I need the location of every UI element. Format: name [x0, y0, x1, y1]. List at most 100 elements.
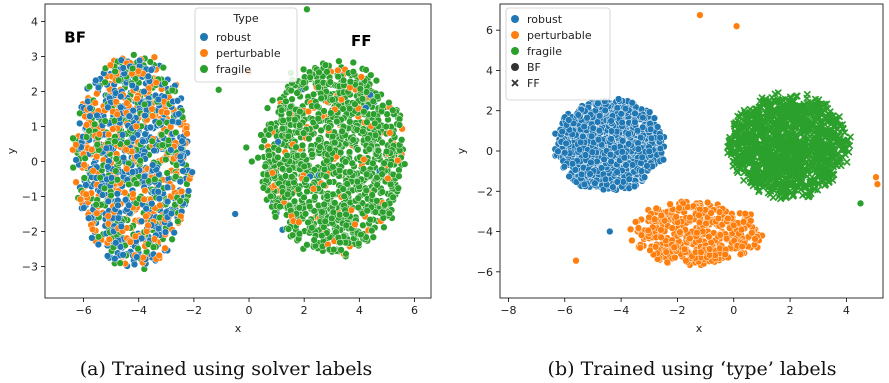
data-point-fragile [342, 221, 350, 229]
legend-marker-robust [200, 33, 208, 41]
legend-marker-perturbable [200, 49, 208, 57]
data-point-fragile [378, 138, 386, 147]
data-point-fragile [295, 204, 303, 212]
data-point-perturbable [106, 61, 115, 69]
data-point-robust [88, 234, 96, 242]
data-point-fragile [338, 127, 346, 135]
y-tick-label: 0 [486, 145, 493, 158]
x-tick-label: −8 [500, 304, 516, 317]
data-point-perturbable [129, 190, 137, 198]
data-point-fragile [335, 166, 344, 175]
data-point-fragile [162, 155, 170, 164]
data-point-fragile [349, 68, 357, 76]
data-point-fragile [363, 118, 371, 126]
data-point-fragile [364, 135, 372, 143]
legend-marker-fragile [200, 65, 208, 73]
data-point-fragile [372, 76, 381, 85]
data-point-robust [117, 103, 125, 111]
data-point-fragile [176, 197, 184, 205]
data-point-robust [163, 197, 172, 206]
data-point-fragile [356, 85, 364, 93]
data-point-fragile [358, 95, 367, 103]
data-point-fragile [148, 137, 156, 145]
data-point-fragile [346, 118, 354, 126]
data-point-perturbable [183, 130, 191, 138]
data-point-perturbable [72, 178, 80, 186]
data-point-fragile [300, 129, 308, 137]
data-point-fragile [349, 58, 357, 67]
data-point-fragile [298, 141, 307, 150]
x-tick-label: 2 [301, 304, 308, 317]
data-point-fragile [215, 86, 223, 94]
y-tick-label: 1 [31, 121, 38, 134]
x-tick-label: 4 [843, 304, 850, 317]
data-point-fragile [398, 136, 406, 144]
data-point-fragile [385, 99, 393, 107]
data-point-fragile [386, 161, 395, 169]
data-point-fragile [111, 137, 119, 146]
data-point-fragile [268, 96, 277, 105]
data-point-robust [112, 239, 120, 247]
data-point-fragile [296, 107, 304, 116]
y-tick-label: 6 [486, 24, 493, 37]
data-point-robust [167, 209, 176, 218]
data-point-robust [168, 117, 177, 126]
data-point-perturbable [628, 236, 636, 245]
data-point-fragile [242, 143, 250, 152]
data-point-robust [119, 64, 127, 72]
data-point-perturbable [89, 167, 97, 175]
data-point-robust [98, 191, 107, 199]
data-point-fragile [325, 178, 334, 186]
data-point-fragile [292, 143, 300, 151]
data-point-fragile [80, 174, 88, 182]
data-point-perturbable [105, 235, 113, 244]
data-point-perturbable [104, 212, 112, 220]
data-point-fragile [284, 225, 293, 233]
data-point-robust [129, 134, 137, 142]
caption-a: (a) Trained using solver labels [80, 358, 373, 380]
data-point-fragile [158, 141, 166, 149]
data-point-robust [173, 97, 182, 105]
data-point-robust [119, 251, 127, 259]
data-point-robust [82, 181, 90, 189]
data-point-fragile [149, 243, 158, 251]
data-point-robust [154, 188, 162, 196]
data-point-robust [184, 187, 193, 195]
data-point-fragile [260, 136, 268, 145]
data-point-fragile [328, 96, 336, 104]
data-point-fragile [330, 245, 338, 254]
data-point-robust [117, 92, 125, 101]
data-point-fragile [317, 126, 325, 135]
data-point-fragile [336, 148, 345, 157]
annotation-ff: FF [351, 32, 372, 50]
legend-label-fragile: fragile [216, 63, 251, 76]
data-point-perturbable [309, 185, 318, 193]
data-point-fragile [172, 173, 180, 181]
data-point-fragile [334, 72, 342, 81]
data-point-perturbable [123, 99, 131, 107]
data-point-robust [117, 56, 125, 64]
data-point-fragile [296, 121, 304, 129]
data-point-robust [274, 138, 282, 146]
data-point-fragile [323, 68, 331, 76]
data-point-robust [86, 104, 94, 112]
data-point-fragile [146, 58, 154, 66]
data-point-robust [628, 99, 636, 107]
data-point-perturbable [268, 169, 277, 177]
data-point-fragile [368, 226, 376, 235]
data-point-perturbable [626, 225, 635, 233]
data-point-fragile [346, 105, 354, 113]
data-point-perturbable [126, 238, 135, 246]
data-point-fragile [359, 221, 367, 229]
data-point-fragile [113, 176, 122, 184]
data-point-fragile [248, 157, 256, 166]
data-point-fragile [327, 109, 335, 117]
data-point-fragile [259, 184, 268, 192]
data-point-fragile [266, 125, 275, 133]
data-point-robust [102, 144, 111, 152]
data-point-fragile [349, 136, 357, 144]
data-point-fragile [369, 97, 377, 105]
data-point-fragile [362, 186, 370, 195]
